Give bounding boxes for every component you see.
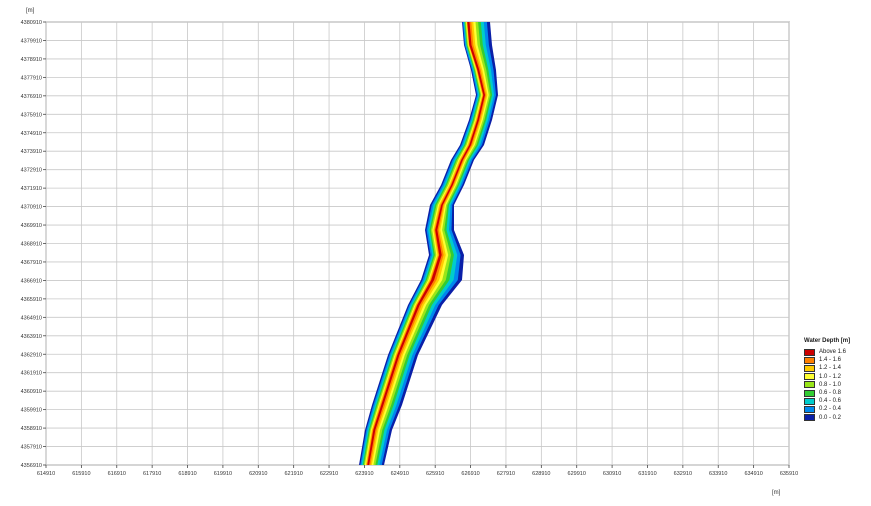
legend-label: 1.0 - 1.2 xyxy=(819,373,842,380)
y-tick-label: 4369910 xyxy=(21,223,42,229)
legend-swatch xyxy=(804,373,815,381)
y-tick-label: 4358910 xyxy=(21,426,42,432)
y-tick-label: 4359910 xyxy=(21,408,42,414)
x-tick-label: 621910 xyxy=(284,471,302,477)
x-tick-label: 618910 xyxy=(178,471,196,477)
y-tick-label: 4362910 xyxy=(21,352,42,358)
y-axis-unit-label: [m] xyxy=(26,8,35,14)
legend-swatch xyxy=(804,389,815,397)
legend-swatch xyxy=(804,405,815,413)
y-tick-label: 4364910 xyxy=(21,315,42,321)
x-tick-label: 617910 xyxy=(143,471,161,477)
legend-label: 0.6 - 0.8 xyxy=(819,390,842,397)
legend-item: Above 1.6 xyxy=(804,348,868,356)
x-tick-label: 624910 xyxy=(391,471,409,477)
y-tick-label: 4373910 xyxy=(21,149,42,155)
x-tick-label: 626910 xyxy=(461,471,479,477)
x-tick-label: 628910 xyxy=(532,471,550,477)
y-tick-label: 4367910 xyxy=(21,260,42,266)
y-tick-label: 4366910 xyxy=(21,278,42,284)
y-tick-label: 4357910 xyxy=(21,445,42,451)
legend-swatch xyxy=(804,356,815,364)
x-tick-label: 630910 xyxy=(603,471,621,477)
legend-items: Above 1.6 1.4 - 1.6 1.2 - 1.4 1.0 - 1.2 0.8 … xyxy=(804,348,868,422)
x-tick-label: 632910 xyxy=(674,471,692,477)
y-tick-label: 4361910 xyxy=(21,371,42,377)
y-tick-label: 4374910 xyxy=(21,131,42,137)
legend-label: Above 1.6 xyxy=(819,349,847,356)
y-tick-label: 4363910 xyxy=(21,334,42,340)
legend-item: 1.4 - 1.6 xyxy=(804,356,868,364)
x-tick-label: 631910 xyxy=(638,471,656,477)
y-tick-label: 4375910 xyxy=(21,112,42,118)
legend-item: 0.4 - 0.6 xyxy=(804,397,868,405)
legend-label: 1.4 - 1.6 xyxy=(819,357,842,364)
y-tick-label: 4378910 xyxy=(21,57,42,63)
y-tick-label: 4368910 xyxy=(21,242,42,248)
depth-band xyxy=(366,22,487,465)
x-tick-label: 620910 xyxy=(249,471,267,477)
legend-swatch xyxy=(804,397,815,405)
depth-band xyxy=(365,22,488,465)
legend-swatch xyxy=(804,364,815,372)
legend-item: 1.2 - 1.4 xyxy=(804,364,868,372)
y-tick-label: 4371910 xyxy=(21,186,42,192)
legend-swatch xyxy=(804,381,815,389)
x-axis-unit-label: [m] xyxy=(772,490,781,496)
legend-item: 0.0 - 0.2 xyxy=(804,414,868,422)
x-tick-label: 623910 xyxy=(355,471,373,477)
x-tick-label: 616910 xyxy=(108,471,126,477)
y-tick-label: 4379910 xyxy=(21,38,42,44)
x-axis-ticks: 614910 615910 616910 617910 618910 619910 6209… xyxy=(37,465,798,477)
x-tick-label: 615910 xyxy=(72,471,90,477)
legend-item: 0.8 - 1.0 xyxy=(804,381,868,389)
legend-label: 0.0 - 0.2 xyxy=(819,414,842,421)
x-tick-label: 619910 xyxy=(214,471,232,477)
legend-label: 1.2 - 1.4 xyxy=(819,365,842,372)
y-tick-label: 4380910 xyxy=(21,20,42,26)
legend-item: 0.6 - 0.8 xyxy=(804,389,868,397)
legend-swatch xyxy=(804,414,815,422)
legend-swatch xyxy=(804,348,815,356)
y-tick-label: 4370910 xyxy=(21,205,42,211)
legend-label: 0.8 - 1.0 xyxy=(819,381,842,388)
legend-item: 1.0 - 1.2 xyxy=(804,373,868,381)
y-tick-label: 4360910 xyxy=(21,389,42,395)
x-tick-label: 627910 xyxy=(497,471,515,477)
x-tick-label: 635910 xyxy=(780,471,798,477)
y-axis-ticks: 4380910 4379910 4378910 4377910 4376910 43759… xyxy=(21,20,46,469)
x-tick-label: 614910 xyxy=(37,471,55,477)
flood-extent xyxy=(359,22,498,465)
y-tick-label: 4376910 xyxy=(21,94,42,100)
x-tick-label: 622910 xyxy=(320,471,338,477)
legend-item: 0.2 - 0.4 xyxy=(804,405,868,413)
legend: Water Depth [m] Above 1.6 1.4 - 1.6 1.2 - … xyxy=(804,338,868,422)
x-tick-label: 629910 xyxy=(568,471,586,477)
x-tick-label: 633910 xyxy=(709,471,727,477)
y-tick-label: 4356910 xyxy=(21,463,42,469)
depth-band xyxy=(364,22,489,465)
y-tick-label: 4372910 xyxy=(21,168,42,174)
legend-title: Water Depth [m] xyxy=(804,338,851,344)
x-tick-label: 625910 xyxy=(426,471,444,477)
x-tick-label: 634910 xyxy=(744,471,762,477)
y-tick-label: 4365910 xyxy=(21,297,42,303)
y-tick-label: 4377910 xyxy=(21,75,42,81)
legend-label: 0.4 - 0.6 xyxy=(819,398,842,405)
legend-label: 0.2 - 0.4 xyxy=(819,406,842,413)
